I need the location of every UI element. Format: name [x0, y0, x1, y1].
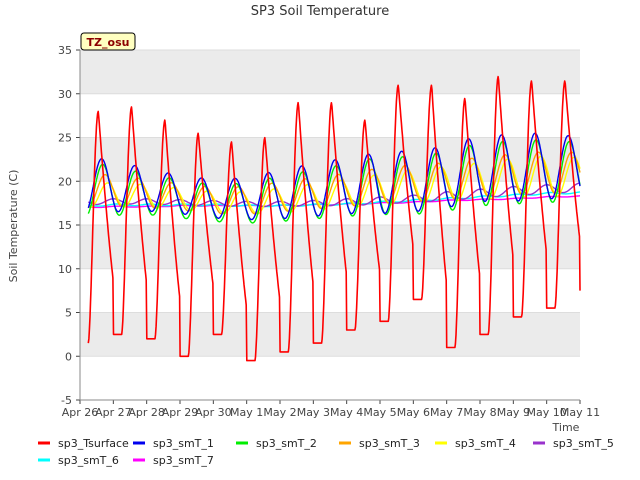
tz-badge-label: TZ_osu	[87, 36, 130, 49]
chart-title: SP3 Soil Temperature	[251, 4, 389, 19]
y-tick-label: 10	[58, 263, 72, 276]
legend-label-sp3_smT_3: sp3_smT_3	[359, 437, 420, 450]
plot-band	[80, 312, 580, 357]
x-tick-label: Apr 30	[195, 406, 232, 419]
x-tick-label: May 2	[263, 406, 296, 419]
tz-badge: TZ_osu	[80, 32, 136, 51]
legend-label-sp3_smT_4: sp3_smT_4	[455, 437, 516, 450]
y-tick-label: 25	[58, 132, 72, 145]
x-axis-label: Time	[552, 421, 580, 434]
x-tick-label: Apr 27	[95, 406, 132, 419]
x-tick-label: May 8	[463, 406, 496, 419]
legend-label-sp3_smT_7: sp3_smT_7	[153, 454, 214, 467]
plot-band	[80, 50, 580, 94]
legend-label-sp3_smT_2: sp3_smT_2	[256, 437, 317, 450]
series-lines	[87, 75, 581, 362]
y-tick-labels: -5 0 5 10 15 20 25 30 35	[58, 44, 72, 407]
series-line-sp3_smT_1	[87, 132, 581, 221]
axes	[76, 49, 581, 404]
x-tick-label: May 5	[363, 406, 396, 419]
legend-label-sp3_smT_5: sp3_smT_5	[553, 437, 614, 450]
x-tick-label: May 9	[497, 406, 530, 419]
series-line-sp3_Tsurface	[87, 75, 581, 362]
plot-band	[80, 225, 580, 269]
x-tick-label: May 10	[527, 406, 567, 419]
y-tick-label: 0	[65, 350, 72, 363]
y-tick-label: 5	[65, 307, 72, 320]
y-tick-label: 15	[58, 219, 72, 232]
x-tick-label: May 7	[430, 406, 463, 419]
legend-label-sp3_smT_1: sp3_smT_1	[153, 437, 214, 450]
tz-badge-box	[80, 32, 136, 51]
y-axis-label: Soil Temperature (C)	[7, 170, 20, 283]
y-tick-label: 20	[58, 175, 72, 188]
x-tick-label: May 1	[230, 406, 263, 419]
x-tick-label: May 4	[330, 406, 363, 419]
series-line-sp3_smT_5	[87, 182, 581, 208]
y-tick-label: -5	[61, 394, 72, 407]
y-tick-label: 30	[58, 88, 72, 101]
x-tick-label: Apr 26	[62, 406, 99, 419]
legend-label-sp3_Tsurface: sp3_Tsurface	[58, 437, 129, 450]
x-tick-label: Apr 28	[128, 406, 165, 419]
legend-label-sp3_smT_6: sp3_smT_6	[58, 454, 119, 467]
x-tick-label: May 11	[560, 406, 600, 419]
x-tick-label: Apr 29	[162, 406, 199, 419]
y-tick-label: 35	[58, 44, 72, 57]
legend: sp3_Tsurface sp3_smT_1 sp3_smT_2 sp3_smT_3 s…	[38, 437, 614, 467]
x-tick-label: May 3	[297, 406, 330, 419]
series-line-sp3_smT_2	[87, 139, 581, 224]
x-tick-label: May 6	[397, 406, 430, 419]
